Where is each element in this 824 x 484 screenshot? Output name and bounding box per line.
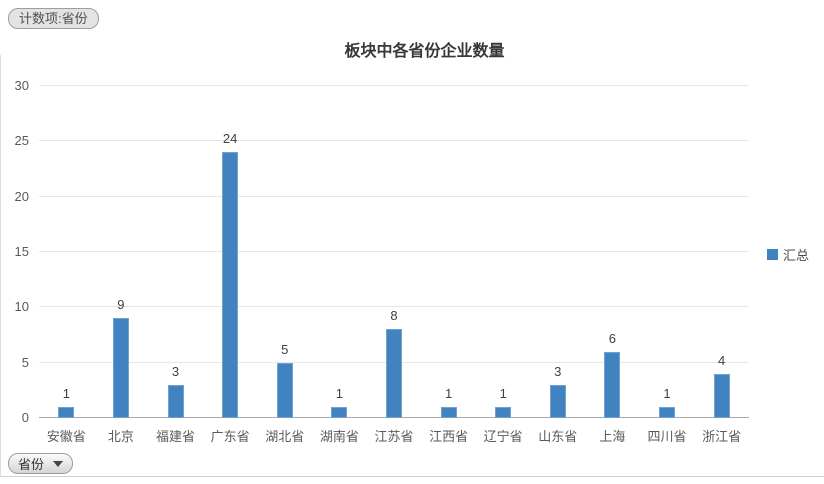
- legend-series-label: 汇总: [783, 248, 810, 263]
- chevron-down-icon: [53, 460, 64, 467]
- value-label: 6: [608, 330, 617, 346]
- category-filter-dropdown[interactable]: 省份: [8, 453, 74, 474]
- bar-山东省[interactable]: [549, 384, 566, 418]
- value-label: 1: [444, 385, 453, 401]
- bar-上海[interactable]: [604, 351, 621, 418]
- bar-浙江省[interactable]: [713, 373, 730, 418]
- category-filter-label: 省份: [18, 457, 45, 472]
- legend: 汇总: [767, 245, 809, 264]
- x-category-label: 江西省: [429, 429, 469, 444]
- bar-江苏省[interactable]: [385, 329, 402, 418]
- legend-swatch-icon: [767, 249, 778, 260]
- bar-group: 5 湖北省: [257, 86, 312, 444]
- bar-北京[interactable]: [112, 318, 129, 418]
- bar-group: 1 湖南省: [312, 86, 367, 444]
- x-category-label: 安徽省: [46, 429, 86, 444]
- y-tick-label-5: 5: [21, 354, 29, 370]
- x-category-label: 上海: [599, 429, 626, 444]
- bar-group: 9 北京: [94, 86, 149, 444]
- gridline-y-30: [39, 85, 749, 86]
- gridline-y-20: [39, 195, 749, 197]
- bar-湖北省[interactable]: [276, 362, 293, 418]
- x-category-label: 四川省: [647, 429, 687, 444]
- bar-group: 8 江苏省: [367, 86, 422, 444]
- bar-四川省[interactable]: [659, 406, 675, 418]
- value-label: 3: [171, 363, 180, 379]
- x-category-label: 辽宁省: [483, 429, 523, 444]
- value-label: 3: [554, 363, 562, 379]
- bar-group: 1 安徽省: [39, 86, 94, 444]
- y-tick-label-20: 20: [14, 188, 29, 204]
- bar-江西省[interactable]: [440, 406, 457, 418]
- chart-title: 板块中各省份企业数量: [344, 43, 505, 60]
- value-label: 9: [117, 297, 125, 313]
- bars-layer: 1 安徽省 9 北京 3 福建省 24 广东省 5 湖北省 1 湖南省 8 江苏省 1 江西省 1 辽宁省 3 山东省…: [39, 86, 749, 444]
- x-category-label: 浙江省: [702, 429, 742, 444]
- x-category-label: 山东省: [538, 429, 578, 444]
- bar-group: 4 浙江省: [694, 86, 749, 444]
- bar-group: 24 广东省: [203, 86, 258, 444]
- y-tick-label-25: 25: [14, 133, 29, 149]
- bar-group: 1 辽宁省: [476, 86, 531, 444]
- y-tick-label-10: 10: [14, 299, 29, 315]
- y-tick-label-0: 0: [21, 410, 29, 425]
- bar-group: 3 福建省: [148, 86, 203, 444]
- value-label: 24: [222, 131, 238, 147]
- bar-group: 6 上海: [585, 86, 640, 444]
- x-category-label: 湖南省: [319, 429, 359, 444]
- y-tick-label-30: 30: [14, 78, 29, 93]
- bar-安徽省[interactable]: [58, 406, 75, 418]
- bar-group: 1 四川省: [640, 86, 695, 444]
- bar-广东省[interactable]: [222, 152, 239, 418]
- value-label: 4: [718, 352, 726, 368]
- gridline-y-10: [39, 306, 749, 308]
- bar-group: 3 山东省: [530, 86, 585, 444]
- value-label: 1: [663, 385, 671, 401]
- chart-panel: 板块中各省份企业数量 0 5 10 15 20 25 30 1 安徽省 9 北京 3 福建省 24 广东省…: [0, 43, 824, 477]
- x-category-label: 北京: [107, 429, 134, 444]
- bar-福建省[interactable]: [167, 384, 184, 418]
- gridline-y-15: [39, 251, 749, 252]
- value-label: 1: [62, 385, 70, 401]
- x-category-label: 江苏省: [374, 429, 414, 444]
- x-category-label: 福建省: [156, 429, 196, 444]
- bar-湖南省[interactable]: [331, 406, 348, 418]
- bar-group: 1 江西省: [421, 86, 476, 444]
- value-label: 5: [281, 341, 289, 357]
- bar-辽宁省[interactable]: [495, 406, 512, 418]
- count-field-badge[interactable]: 计数项:省份: [8, 8, 99, 29]
- y-tick-label-15: 15: [14, 244, 29, 259]
- x-category-label: 广东省: [210, 429, 250, 444]
- x-category-label: 湖北省: [265, 429, 305, 444]
- value-label: 1: [335, 385, 343, 401]
- gridline-y-25: [39, 140, 749, 142]
- value-label: 8: [390, 308, 398, 324]
- plot-area: 0 5 10 15 20 25 30 1 安徽省 9 北京 3 福建省 24 广东省 5 湖北省 1 湖南省 8 江苏…: [15, 78, 749, 444]
- value-label: 1: [499, 385, 507, 401]
